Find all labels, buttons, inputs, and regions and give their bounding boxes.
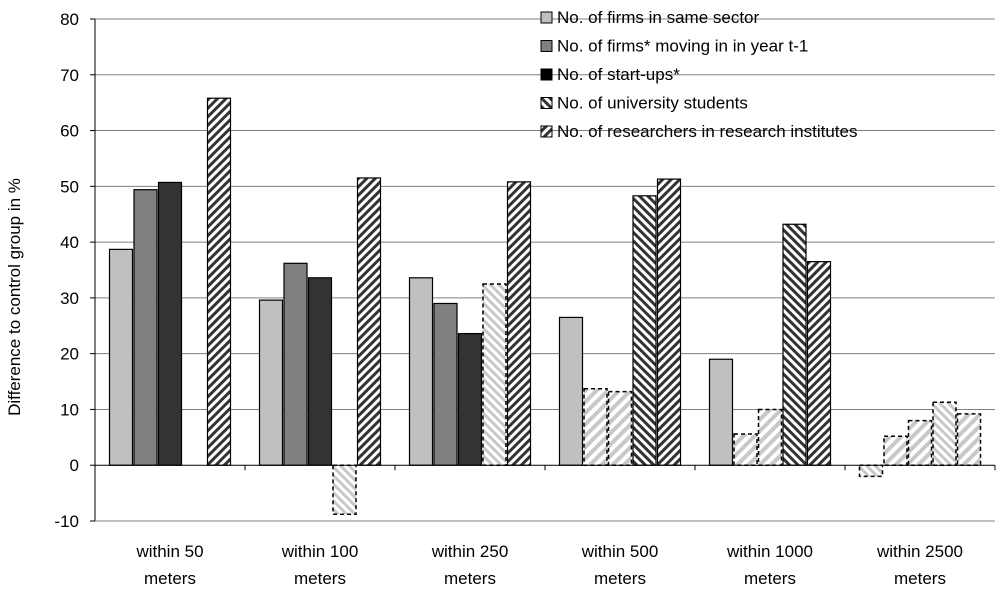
bar-series-2 bbox=[733, 433, 758, 466]
bar-series-5 bbox=[806, 261, 832, 466]
y-tick-label: 0 bbox=[70, 456, 79, 475]
x-tick-label: meters bbox=[294, 569, 346, 588]
y-tick-label: 80 bbox=[60, 10, 79, 29]
bar-series-4 bbox=[632, 195, 657, 466]
bar-series-5 bbox=[356, 177, 382, 466]
bar-series-2 bbox=[433, 302, 458, 466]
x-tick-label: within 1000 bbox=[726, 542, 813, 561]
x-tick-label: meters bbox=[744, 569, 796, 588]
x-axis-ticks: within 50 meters within 100 meters within 25… bbox=[135, 542, 963, 588]
x-tick-label: within 50 bbox=[135, 542, 203, 561]
y-tick-label: 10 bbox=[60, 400, 79, 419]
x-tick-label: within 250 bbox=[431, 542, 509, 561]
y-tick-label: -10 bbox=[54, 512, 79, 531]
bar-series-3 bbox=[757, 408, 783, 466]
x-tick-label: meters bbox=[594, 569, 646, 588]
x-tick-label: within 100 bbox=[281, 542, 359, 561]
x-tick-label: meters bbox=[894, 569, 946, 588]
x-tick-label: meters bbox=[444, 569, 496, 588]
bar-series-3 bbox=[607, 390, 633, 466]
bar-series-2 bbox=[283, 262, 308, 466]
bar-series-1 bbox=[108, 248, 134, 466]
bar-series-5 bbox=[956, 413, 982, 466]
bar-series-4 bbox=[482, 283, 507, 466]
legend-swatch bbox=[540, 68, 553, 81]
bars bbox=[108, 97, 982, 516]
legend-label: No. of start-ups* bbox=[557, 65, 680, 84]
x-tick-label: within 2500 bbox=[876, 542, 963, 561]
bar-series-5 bbox=[206, 97, 232, 466]
y-tick-label: 50 bbox=[60, 177, 79, 196]
y-tick-label: 20 bbox=[60, 345, 79, 364]
bar-series-4 bbox=[332, 464, 357, 516]
bar-series-1 bbox=[258, 299, 284, 466]
bar-series-1 bbox=[558, 316, 584, 466]
bar-series-5 bbox=[656, 178, 682, 466]
axes bbox=[94, 19, 996, 522]
x-tick-label: within 500 bbox=[581, 542, 659, 561]
y-tick-label: 70 bbox=[60, 66, 79, 85]
bar-series-3 bbox=[907, 419, 933, 466]
bar-series-1 bbox=[708, 358, 734, 466]
bar-series-3 bbox=[307, 277, 333, 466]
bar-series-3 bbox=[457, 332, 483, 466]
legend-swatch bbox=[540, 11, 553, 24]
legend-label: No. of university students bbox=[557, 94, 748, 113]
bar-series-2 bbox=[133, 189, 158, 466]
legend-swatch bbox=[540, 40, 553, 52]
legend-label: No. of firms in same sector bbox=[557, 8, 760, 27]
legend-swatch bbox=[540, 125, 553, 138]
bar-series-3 bbox=[157, 181, 183, 466]
legend: No. of firms in same sector No. of firms*… bbox=[540, 8, 857, 141]
legend-label: No. of researchers in research institute… bbox=[557, 122, 857, 141]
y-tick-label: 60 bbox=[60, 122, 79, 141]
bar-series-2 bbox=[583, 388, 608, 466]
bar-series-1 bbox=[858, 464, 884, 478]
bar-series-4 bbox=[932, 401, 957, 466]
bar-series-4 bbox=[782, 223, 807, 466]
y-axis-title: Difference to control group in % bbox=[5, 178, 24, 416]
y-tick-label: 30 bbox=[60, 289, 79, 308]
legend-label: No. of firms* moving in in year t-1 bbox=[557, 37, 808, 56]
bar-series-5 bbox=[506, 181, 532, 466]
bar-series-1 bbox=[408, 277, 434, 466]
x-tick-label: meters bbox=[144, 569, 196, 588]
y-tick-label: 40 bbox=[60, 233, 79, 252]
bar-series-2 bbox=[883, 435, 908, 466]
legend-swatch bbox=[540, 97, 553, 109]
y-axis-ticks: -10 0 10 20 30 40 50 60 70 80 bbox=[54, 10, 95, 531]
